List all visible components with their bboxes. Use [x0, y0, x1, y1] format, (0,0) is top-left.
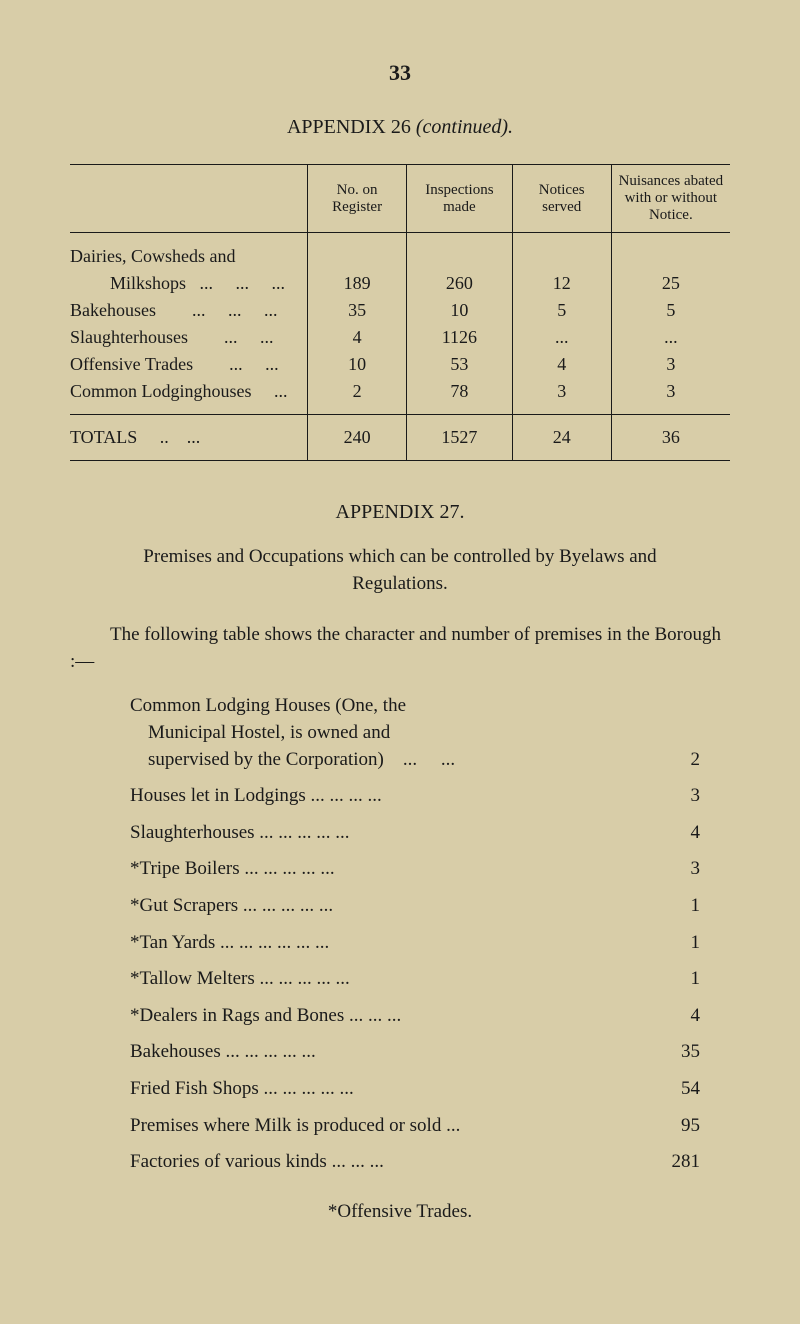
row-label: Common Lodginghouses ...	[70, 378, 308, 405]
list-item: *Tripe Boilers ... ... ... ... ... 3	[70, 856, 730, 883]
appendix27-intro: The following table shows the character …	[70, 622, 730, 675]
list-value: 4	[650, 1003, 700, 1030]
list-item: *Tan Yards ... ... ... ... ... ... 1	[70, 930, 730, 957]
list-value: 1	[650, 893, 700, 920]
list-item: Slaughterhouses ... ... ... ... ... 4	[70, 820, 730, 847]
cell: 5	[611, 297, 730, 324]
totals-cell: 36	[611, 415, 730, 461]
list-value: 281	[650, 1149, 700, 1176]
totals-label: TOTALS .. ...	[70, 415, 308, 461]
list-label: Slaughterhouses ... ... ... ... ...	[130, 820, 650, 847]
list-label: *Tripe Boilers ... ... ... ... ...	[130, 856, 650, 883]
cell: 25	[611, 270, 730, 297]
common-lodging-line3: supervised by the Corporation) ... ...	[148, 747, 650, 774]
cell: 4	[308, 324, 407, 351]
list-item: Bakehouses ... ... ... ... ... 35	[70, 1039, 730, 1066]
table-row: Slaughterhouses ... ... 4 1126 ... ...	[70, 324, 730, 351]
list-value: 1	[650, 966, 700, 993]
list-value: 54	[650, 1076, 700, 1103]
page-number: 33	[70, 60, 730, 86]
cell: 4	[512, 351, 611, 378]
cell: 3	[512, 378, 611, 405]
cell: 12	[512, 270, 611, 297]
table-row: Bakehouses ... ... ... 35 10 5 5	[70, 297, 730, 324]
cell: 189	[308, 270, 407, 297]
common-lodging-line1: Common Lodging Houses (One, the	[130, 693, 700, 720]
cell: 1126	[407, 324, 513, 351]
appendix27-heading: Premises and Occupations which can be co…	[110, 544, 690, 597]
row-label-line1: Dairies, Cowsheds and	[70, 243, 308, 270]
common-lodging-line2: Municipal Hostel, is owned and	[130, 720, 700, 747]
cell: 3	[611, 351, 730, 378]
list-label: *Tan Yards ... ... ... ... ... ...	[130, 930, 650, 957]
cell: 53	[407, 351, 513, 378]
list-item: Factories of various kinds ... ... ... 2…	[70, 1149, 730, 1176]
list-label: Houses let in Lodgings ... ... ... ...	[130, 783, 650, 810]
table-row: Milkshops ... ... ... 189 260 12 25	[70, 270, 730, 297]
list-item: *Dealers in Rags and Bones ... ... ... 4	[70, 1003, 730, 1030]
row-label-line2: Milkshops ... ... ...	[70, 270, 308, 297]
header-notices: Notices served	[512, 165, 611, 233]
row-label: Bakehouses ... ... ...	[70, 297, 308, 324]
list-item: *Gut Scrapers ... ... ... ... ... 1	[70, 893, 730, 920]
list-item: Fried Fish Shops ... ... ... ... ... 54	[70, 1076, 730, 1103]
row-label: Offensive Trades ... ...	[70, 351, 308, 378]
cell: 35	[308, 297, 407, 324]
list-item: Premises where Milk is produced or sold …	[70, 1113, 730, 1140]
list-label: Fried Fish Shops ... ... ... ... ...	[130, 1076, 650, 1103]
list-item-common-lodging: Common Lodging Houses (One, the Municipa…	[70, 693, 730, 773]
list-label: Bakehouses ... ... ... ... ...	[130, 1039, 650, 1066]
appendix27-title: APPENDIX 27.	[70, 501, 730, 524]
list-value: 3	[650, 856, 700, 883]
row-label: Slaughterhouses ... ...	[70, 324, 308, 351]
totals-cell: 24	[512, 415, 611, 461]
header-empty	[70, 165, 308, 233]
appendix26-title-prefix: APPENDIX 26	[287, 116, 416, 138]
list-item: *Tallow Melters ... ... ... ... ... 1	[70, 966, 730, 993]
cell: ...	[512, 324, 611, 351]
header-register: No. on Register	[308, 165, 407, 233]
list-value: 35	[650, 1039, 700, 1066]
header-nuisances: Nuisances abated with or without Notice.	[611, 165, 730, 233]
cell: 78	[407, 378, 513, 405]
cell: 2	[308, 378, 407, 405]
cell: ...	[611, 324, 730, 351]
totals-cell: 240	[308, 415, 407, 461]
list-value: 4	[650, 820, 700, 847]
appendix26-title-suffix: (continued).	[416, 116, 513, 138]
totals-row: TOTALS .. ... 240 1527 24 36	[70, 415, 730, 461]
footnote: *Offensive Trades.	[70, 1201, 730, 1223]
cell: 5	[512, 297, 611, 324]
appendix26-table: No. on Register Inspections made Notices…	[70, 164, 730, 461]
list-value: 2	[650, 747, 700, 774]
list-label: *Tallow Melters ... ... ... ... ...	[130, 966, 650, 993]
list-value: 95	[650, 1113, 700, 1140]
cell: 3	[611, 378, 730, 405]
cell: 260	[407, 270, 513, 297]
cell: 10	[407, 297, 513, 324]
list-value: 3	[650, 783, 700, 810]
table-row: Common Lodginghouses ... 2 78 3 3	[70, 378, 730, 405]
table-row: Dairies, Cowsheds and	[70, 243, 730, 270]
list-value: 1	[650, 930, 700, 957]
list-label: Premises where Milk is produced or sold …	[130, 1113, 650, 1140]
list-item: Houses let in Lodgings ... ... ... ... 3	[70, 783, 730, 810]
appendix26-title: APPENDIX 26 (continued).	[70, 116, 730, 139]
list-label: Factories of various kinds ... ... ...	[130, 1149, 650, 1176]
cell: 10	[308, 351, 407, 378]
list-label: *Gut Scrapers ... ... ... ... ...	[130, 893, 650, 920]
list-label: *Dealers in Rags and Bones ... ... ...	[130, 1003, 650, 1030]
totals-cell: 1527	[407, 415, 513, 461]
header-inspections: Inspections made	[407, 165, 513, 233]
table-row: Offensive Trades ... ... 10 53 4 3	[70, 351, 730, 378]
